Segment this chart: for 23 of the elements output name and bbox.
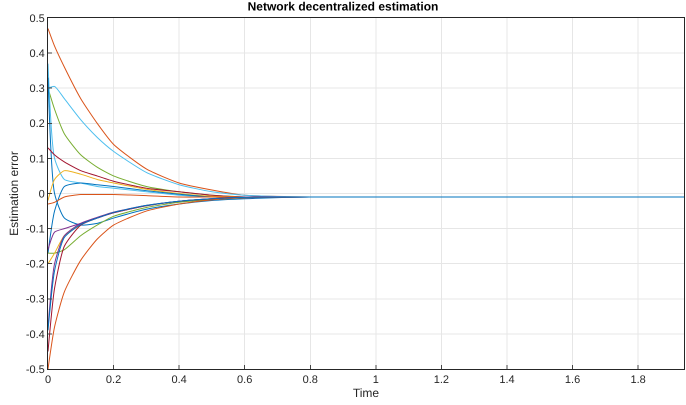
x-tick-label: 0.2 (106, 374, 122, 386)
y-tick-label: 0.4 (30, 48, 45, 60)
x-tick-label: 0.4 (171, 374, 187, 386)
y-tick-label: -0.2 (26, 258, 45, 271)
y-tick-label: -0.3 (26, 294, 45, 306)
y-tick-label: -0.4 (26, 328, 45, 341)
x-tick-label: 0.8 (302, 374, 318, 386)
y-axis-title: Estimation error (7, 151, 22, 236)
y-tick-label: 0.3 (30, 83, 45, 96)
x-tick-label: 0.6 (237, 374, 252, 386)
chart-title: Network decentralized estimation (248, 0, 438, 14)
y-tick-label: 0.2 (30, 118, 45, 130)
x-axis-title: Time (352, 386, 380, 400)
y-tick-label: 0.1 (30, 153, 45, 166)
x-tick-label: 1.6 (564, 374, 580, 386)
x-tick-label: 1 (372, 374, 379, 386)
y-tick-label: 0.5 (30, 12, 45, 25)
x-tick-label: 1.2 (434, 374, 450, 386)
y-tick-label: 0 (38, 188, 45, 200)
x-tick-label: 1.8 (630, 374, 646, 386)
x-tick-label: 1.4 (499, 374, 515, 386)
y-tick-label: -0.1 (26, 223, 45, 236)
y-tick-label: -0.5 (26, 364, 45, 376)
